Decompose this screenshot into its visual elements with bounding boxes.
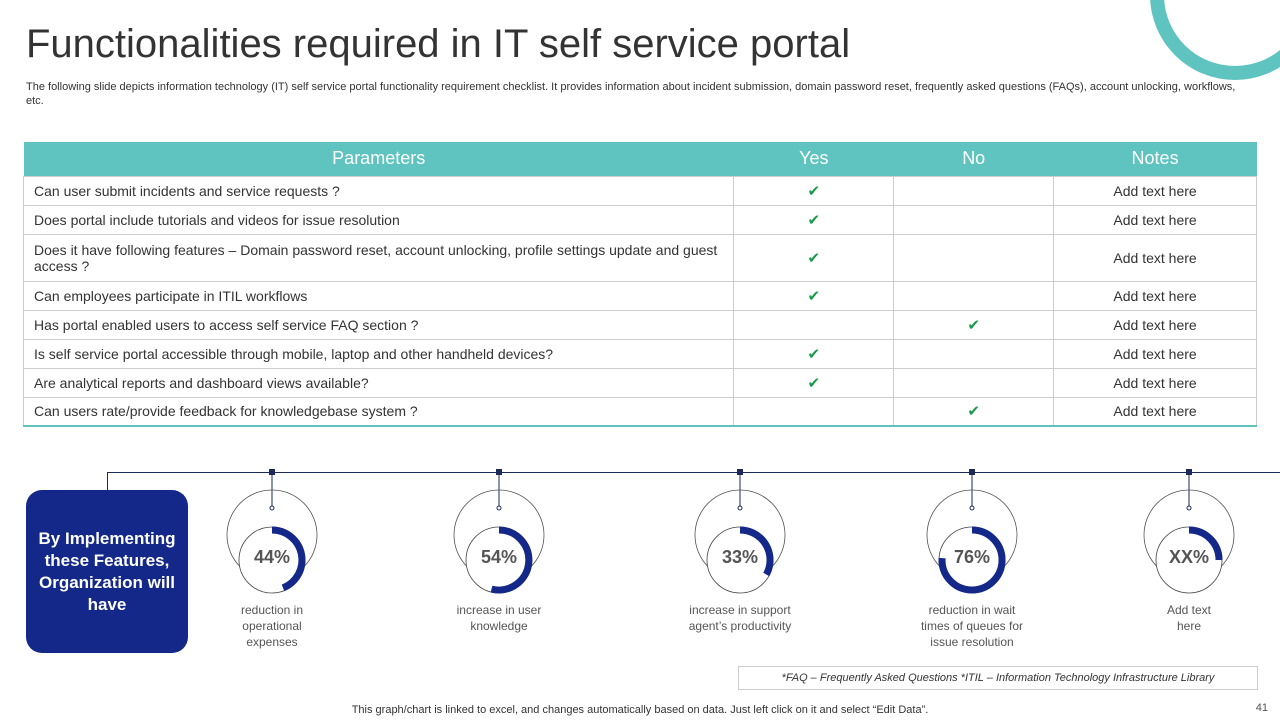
checklist-table: Parameters Yes No Notes Can user submit … [22, 142, 1257, 427]
metric-value: 76% [953, 547, 991, 567]
header-no: No [893, 142, 1054, 176]
progress-arc [739, 526, 774, 577]
progress-arc [271, 526, 306, 592]
parameter-cell: Can users rate/provide feedback for know… [22, 396, 735, 427]
metric-label: reduction in wait times of queues for is… [920, 603, 1024, 649]
no-check-cell [893, 175, 1055, 206]
metric-label: increase in user knowledge [456, 603, 542, 633]
table-row: Does it have following features – Domain… [22, 233, 1257, 282]
no-check-cell [893, 280, 1055, 311]
metric-label: increase in support agent’s productivity [688, 603, 792, 633]
no-check-cell: ✔ [893, 396, 1055, 427]
metric-item: XX% Add text here [1109, 468, 1269, 634]
connector-dot [269, 505, 275, 511]
page-title: Functionalities required in IT self serv… [26, 22, 851, 66]
donut-chart [453, 469, 545, 594]
connector-dot [1186, 505, 1192, 511]
progress-arc [938, 526, 1006, 594]
metric-item: 33% increase in support agent’s producti… [660, 468, 820, 634]
table-row: Does portal include tutorials and videos… [22, 204, 1257, 235]
table-row: Can employees participate in ITIL workfl… [22, 280, 1257, 311]
notes-cell: Add text here [1053, 280, 1257, 311]
header-notes: Notes [1053, 142, 1257, 176]
donut-chart [694, 469, 786, 594]
table-row: Can users rate/provide feedback for know… [22, 396, 1257, 427]
notes-cell: Add text here [1053, 175, 1257, 206]
header-yes: Yes [733, 142, 894, 176]
donut-chart [926, 469, 1018, 594]
metric-value: 33% [721, 547, 759, 567]
yes-check-cell: ✔ [733, 280, 895, 311]
metric-item: 44% reduction in operational expenses [192, 468, 352, 650]
no-check-cell: ✔ [893, 309, 1055, 340]
table-row: Is self service portal accessible throug… [22, 338, 1257, 369]
no-check-cell [893, 338, 1055, 369]
page-subtitle: The following slide depicts information … [26, 81, 1236, 107]
metric-item: 54% increase in user knowledge [419, 468, 579, 634]
yes-check-cell [733, 396, 895, 427]
notes-cell: Add text here [1053, 367, 1257, 398]
notes-cell: Add text here [1053, 338, 1257, 369]
decorative-ring [1150, 0, 1280, 80]
chart-note: This graph/chart is linked to excel, and… [351, 704, 929, 716]
metric-label: reduction in operational expenses [240, 603, 304, 649]
yes-check-cell: ✔ [733, 204, 895, 235]
metric-value: 44% [253, 547, 291, 567]
callout-box: By Implementing these Features, Organiza… [26, 490, 188, 653]
no-check-cell [893, 367, 1055, 398]
no-check-cell [893, 233, 1055, 282]
page-number: 41 [1255, 702, 1268, 714]
no-check-cell [893, 204, 1055, 235]
yes-check-cell: ✔ [733, 175, 895, 206]
connector-dot [969, 505, 975, 511]
donut-chart [226, 469, 318, 594]
parameter-cell: Does portal include tutorials and videos… [22, 204, 735, 235]
parameter-cell: Is self service portal accessible throug… [22, 338, 735, 369]
notes-cell: Add text here [1053, 396, 1257, 427]
donut-chart [1143, 469, 1235, 594]
header-parameters: Parameters [23, 142, 734, 176]
yes-check-cell: ✔ [733, 338, 895, 369]
parameter-cell: Can employees participate in ITIL workfl… [22, 280, 735, 311]
table-row: Can user submit incidents and service re… [22, 175, 1257, 206]
connector-line [107, 472, 1280, 473]
notes-cell: Add text here [1053, 204, 1257, 235]
parameter-cell: Has portal enabled users to access self … [22, 309, 735, 340]
metric-value: XX% [1168, 547, 1210, 567]
connector-dot [496, 505, 502, 511]
progress-arc [1188, 526, 1223, 561]
parameter-cell: Are analytical reports and dashboard vie… [22, 367, 735, 398]
yes-check-cell: ✔ [733, 367, 895, 398]
metric-item: 76% reduction in wait times of queues fo… [892, 468, 1052, 650]
notes-cell: Add text here [1053, 309, 1257, 340]
table-row: Has portal enabled users to access self … [22, 309, 1257, 340]
parameter-cell: Does it have following features – Domain… [22, 233, 735, 282]
progress-arc [490, 526, 533, 594]
connector-drop [107, 472, 108, 492]
parameter-cell: Can user submit incidents and service re… [22, 175, 735, 206]
footnote: *FAQ – Frequently Asked Questions *ITIL … [738, 666, 1258, 690]
table-row: Are analytical reports and dashboard vie… [22, 367, 1257, 398]
metric-value: 54% [480, 547, 518, 567]
yes-check-cell [733, 309, 895, 340]
yes-check-cell: ✔ [733, 233, 895, 282]
notes-cell: Add text here [1053, 233, 1257, 282]
metric-label: Add text here [1166, 603, 1212, 633]
connector-dot [737, 505, 743, 511]
